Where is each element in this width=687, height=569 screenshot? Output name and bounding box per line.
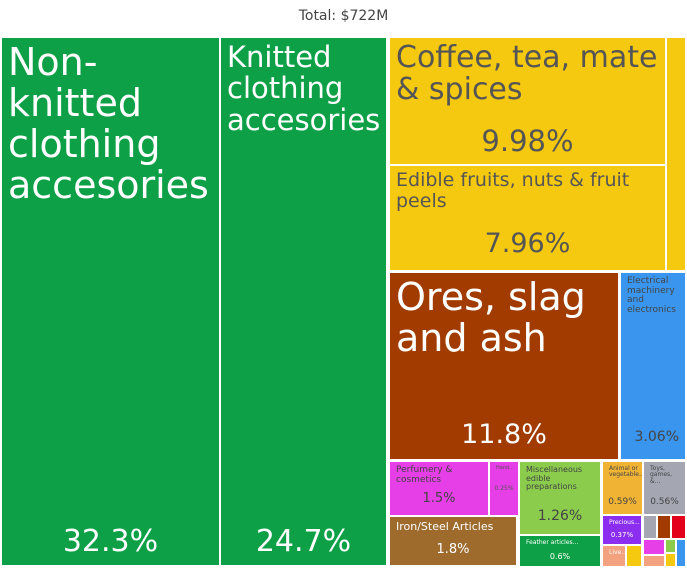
treemap-tile-minor-10[interactable] [644, 556, 664, 566]
treemap-tile-minor-6[interactable] [672, 516, 685, 538]
tile-percent: 0.37% [610, 531, 634, 539]
tile-percent: 7.96% [484, 228, 571, 259]
tile-label: Electrical machinery and electronics [627, 276, 676, 316]
tile-percent: 3.06% [634, 429, 679, 445]
tile-label: Edible fruits, nuts & fruit peels [396, 169, 630, 212]
tile-label: Feather articles... [526, 539, 579, 546]
tile-percent: 0.6% [549, 552, 571, 561]
treemap-tile-minor-9[interactable] [677, 540, 685, 566]
tile-label: Non-knitted clothing accesories [8, 40, 209, 208]
treemap-tile-minor-4[interactable] [644, 516, 656, 538]
chart-title: Total: $722M [298, 8, 389, 24]
tile-label: Knitted clothing accesories [227, 40, 381, 137]
treemap-tile-precious[interactable]: Precious... 0.37% [603, 516, 641, 544]
tile-percent: 0.25% [494, 485, 514, 492]
treemap-tile-feather-articles[interactable]: Feather articles... 0.6% [520, 536, 600, 566]
tile-label: Iron/Steel Articles [396, 520, 494, 533]
treemap-tile-knitted-clothing-accesories[interactable]: Knitted clothing accesories 24.7% [221, 38, 386, 565]
tile-percent: 11.8% [461, 419, 547, 450]
tile-percent: 1.26% [537, 508, 583, 524]
treemap-tile-toys-games[interactable]: Toys, games, &... 0.56% [644, 462, 685, 514]
tile-label: Coffee, tea, mate & spices [396, 40, 658, 108]
tile-percent: 0.59% [608, 497, 637, 507]
treemap-tile-ores-slag-and-ash[interactable]: Ores, slag and ash 11.8% [390, 273, 618, 459]
tile-label: Perfumery & cosmetics [396, 465, 453, 485]
tile-percent: 1.8% [436, 542, 470, 557]
tile-label: Ores, slag and ash [396, 275, 586, 361]
tile-label: Hand... [496, 465, 514, 471]
treemap-tile-minor-2[interactable] [391, 517, 392, 518]
tile-label: Live... [609, 549, 625, 556]
treemap-tile-minor-1[interactable] [667, 38, 685, 270]
tile-percent: 0.56% [650, 497, 679, 507]
treemap-tile-live[interactable]: Live... [603, 546, 625, 566]
treemap-tile-minor-7[interactable] [644, 540, 664, 554]
tile-label: Toys, games, &... [650, 465, 673, 485]
treemap-tile-minor-5[interactable] [658, 516, 670, 538]
treemap-tile-non-knitted-clothing-accesories[interactable]: Non-knitted clothing accesories 32.3% [2, 38, 219, 565]
treemap-tile-minor-3[interactable] [627, 546, 641, 566]
tile-percent: 9.98% [481, 124, 574, 158]
treemap-tile-edible-fruits-nuts-fruit-peels[interactable]: Edible fruits, nuts & fruit peels 7.96% [390, 166, 665, 270]
treemap-tile-animal-or-vegetable[interactable]: Animal or vegetable... 0.59% [603, 462, 642, 514]
tile-label: Precious... [609, 519, 640, 526]
treemap-tile-perfumery-cosmetics[interactable]: Perfumery & cosmetics 1.5% [390, 462, 488, 515]
treemap-tile-coffee-tea-mate-spices[interactable]: Coffee, tea, mate & spices 9.98% [390, 38, 665, 164]
tile-percent: 24.7% [255, 524, 352, 559]
tile-label: Animal or vegetable... [609, 465, 642, 479]
treemap-tile-minor-11[interactable] [666, 554, 675, 566]
tile-percent: 1.5% [422, 491, 456, 506]
treemap-tile-hand[interactable]: Hand... 0.25% [490, 462, 518, 515]
treemap-tile-minor-8[interactable] [666, 540, 675, 552]
treemap-tile-iron-steel-articles[interactable]: Iron/Steel Articles 1.8% [390, 517, 516, 565]
tile-label: Miscellaneous edible preparations [526, 465, 583, 492]
treemap-tile-electrical-machinery-and-electronics[interactable]: Electrical machinery and electronics 3.06… [621, 273, 685, 459]
tile-percent: 32.3% [62, 524, 159, 559]
treemap-tile-miscellaneous-edible-preparations[interactable]: Miscellaneous edible preparations 1.26% [520, 462, 600, 534]
